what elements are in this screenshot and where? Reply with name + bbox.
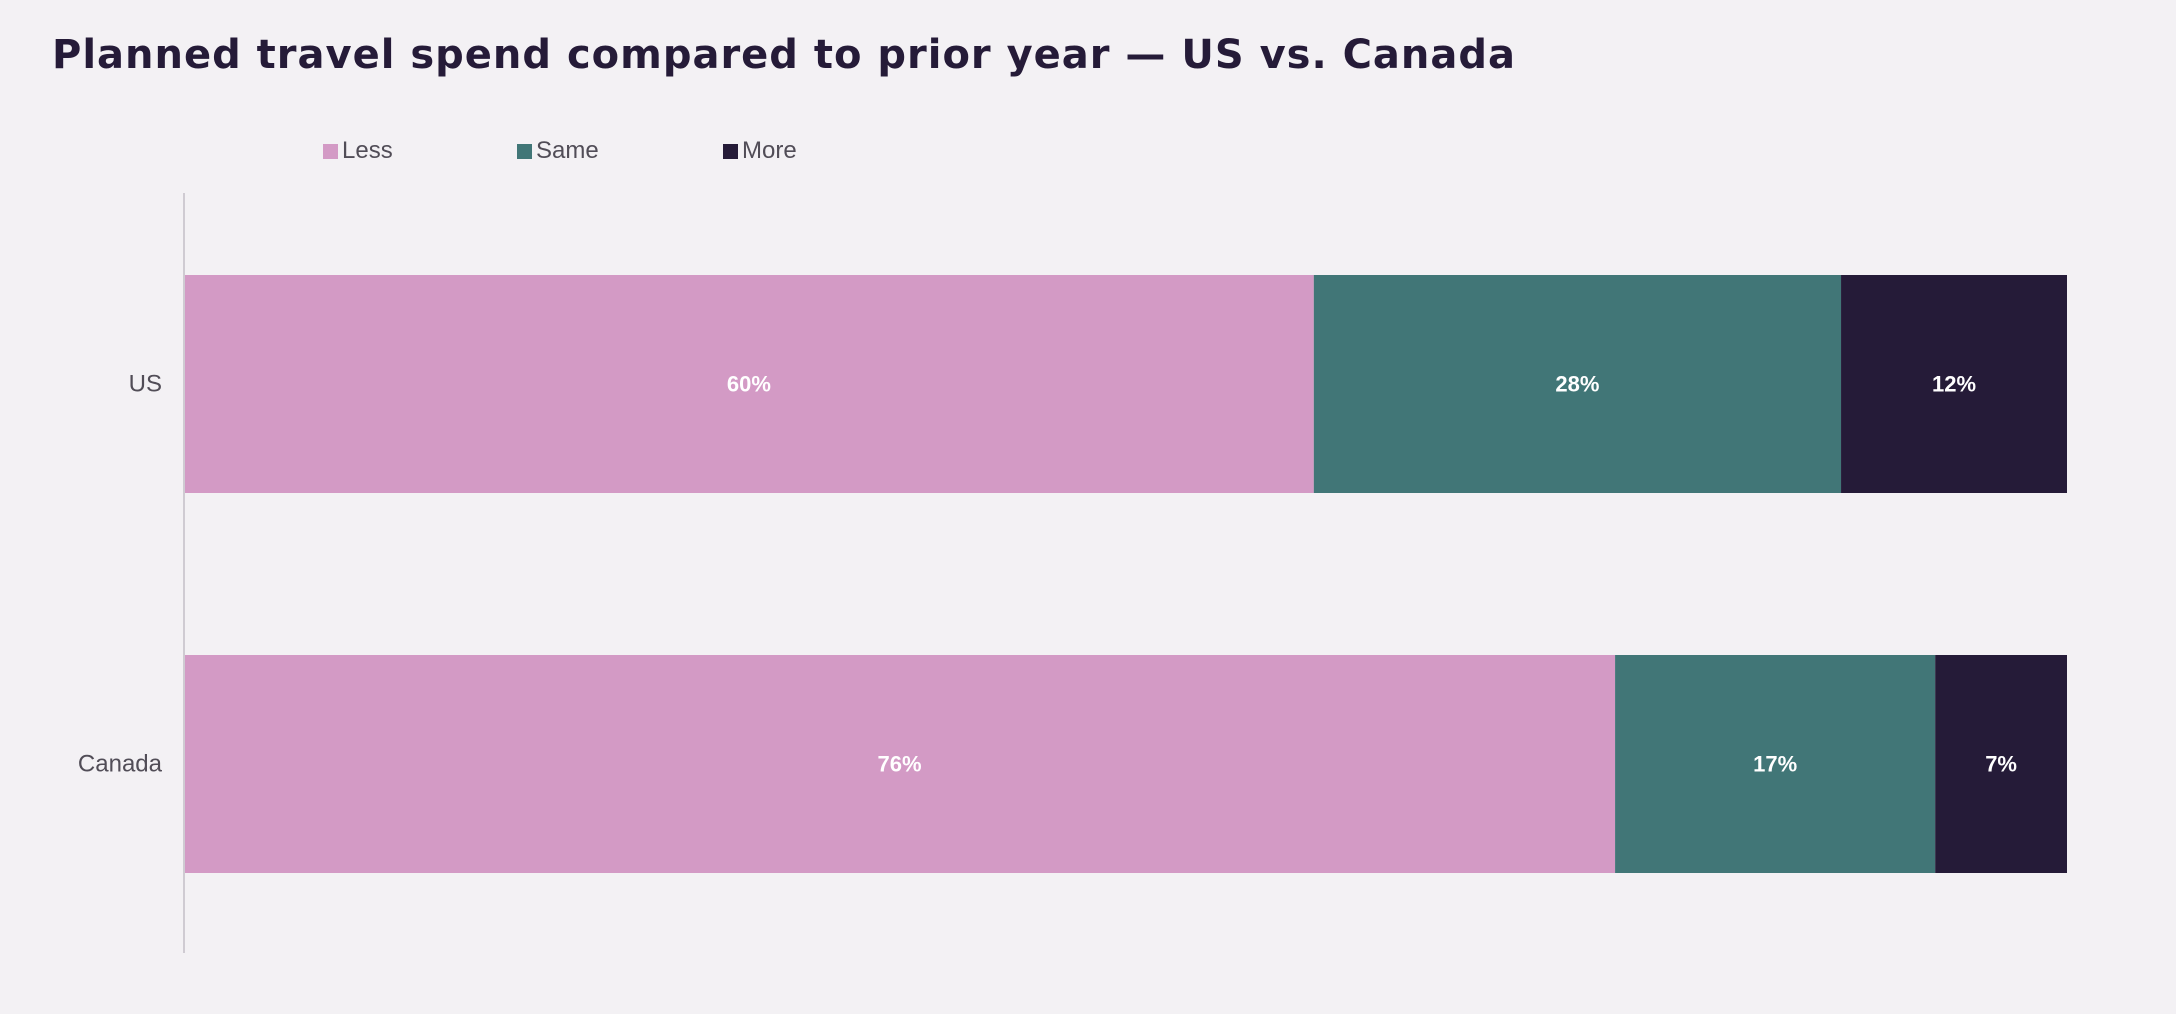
bar-us-more bbox=[1841, 275, 2067, 493]
bar-canada-same bbox=[1615, 655, 1936, 873]
category-label-us: US bbox=[129, 371, 162, 398]
legend-label: More bbox=[742, 137, 797, 164]
data-label-us-less: 60% bbox=[727, 372, 771, 397]
legend-label: Same bbox=[536, 137, 599, 164]
legend-swatch bbox=[323, 143, 338, 159]
legend-label: Less bbox=[342, 137, 393, 164]
data-label-canada-less: 76% bbox=[878, 752, 922, 777]
data-label-canada-same: 17% bbox=[1753, 752, 1797, 777]
bar-canada-more bbox=[1935, 655, 2067, 873]
data-label-us-same: 28% bbox=[1555, 372, 1599, 397]
bar-us-same bbox=[1313, 275, 1842, 493]
legend-swatch bbox=[723, 143, 738, 159]
legend-item-same: Same bbox=[517, 136, 599, 166]
bar-us-less bbox=[184, 275, 1314, 493]
legend-swatch bbox=[517, 143, 532, 159]
bars-group: US 60% 28% 12% Canada 76% 17% 7% bbox=[78, 275, 2067, 873]
bar-canada-less bbox=[184, 655, 1616, 873]
category-label-canada: Canada bbox=[78, 751, 163, 778]
data-label-us-more: 12% bbox=[1932, 372, 1976, 397]
legend-item-more: More bbox=[723, 136, 797, 166]
data-label-canada-more: 7% bbox=[1985, 752, 2017, 777]
chart-title: Planned travel spend compared to prior y… bbox=[52, 32, 1517, 78]
legend-item-less: Less bbox=[323, 136, 393, 166]
